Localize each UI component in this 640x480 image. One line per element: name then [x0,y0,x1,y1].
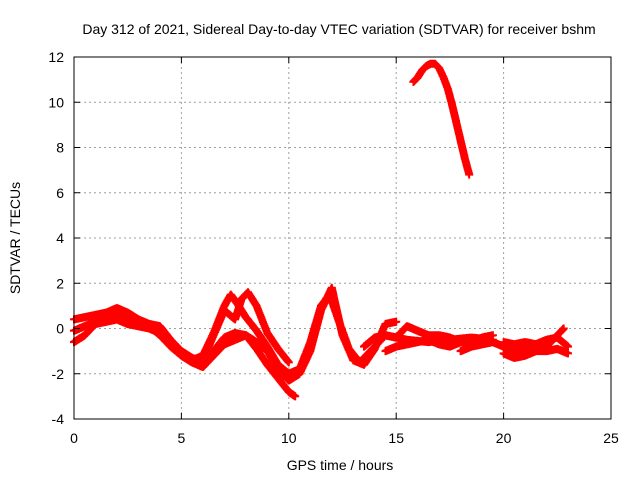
x-tick-label: 20 [496,430,512,446]
x-tick-label: 25 [603,430,619,446]
y-tick-label: -4 [52,411,65,427]
data-markers [499,324,568,351]
x-tick-label: 0 [70,430,78,446]
axis-ticks: 0 5 10 15 20 25 -4 -2 0 2 4 6 8 10 12 [48,49,619,446]
y-tick-label: 12 [48,49,64,65]
y-tick-label: 2 [56,275,64,291]
data-markers [499,344,572,362]
y-tick-label: 6 [56,185,64,201]
data-markers [409,59,474,179]
x-tick-label: 15 [388,430,404,446]
chart-title: Day 312 of 2021, Sidereal Day-to-day VTE… [82,21,595,37]
x-axis-label: GPS time / hours [287,457,394,473]
series-track-f [381,335,465,356]
data-markers [381,335,465,356]
series-track-d [198,288,293,367]
x-tick-label: 5 [178,430,186,446]
series-track-h [499,344,572,362]
y-tick-label: 10 [48,94,64,110]
y-tick-label: 4 [56,230,64,246]
y-tick-label: 0 [56,321,64,337]
x-tick-label: 10 [281,430,297,446]
y-tick-label: -2 [52,366,65,382]
data-markers [198,288,293,367]
series-track-i [499,324,568,351]
y-tick-label: 8 [56,140,64,156]
series-high-arc [409,59,474,179]
y-axis-label: SDTVAR / TECUs [7,182,23,294]
